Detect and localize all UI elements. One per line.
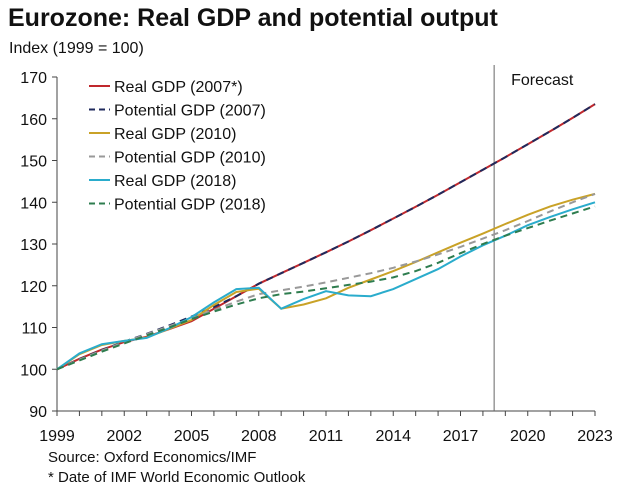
legend-label: Real GDP (2010) — [114, 126, 236, 143]
x-tick-label: 2005 — [174, 428, 210, 445]
legend-label: Real GDP (2007*) — [114, 79, 243, 96]
series-line-0 — [56, 103, 596, 371]
series-line-5 — [56, 205, 596, 371]
x-tick-label: 2020 — [510, 428, 546, 445]
y-tick-label: 100 — [20, 362, 47, 379]
y-tick-label: 160 — [20, 112, 47, 129]
chart-title: Eurozone: Real GDP and potential output — [8, 4, 498, 32]
x-tick-label: 1999 — [39, 428, 75, 445]
y-tick-label: 130 — [20, 237, 47, 254]
source-notes: Source: Oxford Economics/IMF * Date of I… — [48, 448, 305, 488]
y-tick-label: 120 — [20, 279, 47, 296]
y-tick-label: 170 — [20, 70, 47, 87]
footnote-text: * Date of IMF World Economic Outlook — [48, 469, 306, 486]
y-tick-label: 150 — [20, 154, 47, 171]
legend-label: Potential GDP (2007) — [114, 103, 266, 120]
series-line-2 — [56, 192, 596, 371]
legend-label: Potential GDP (2010) — [114, 150, 266, 167]
legend-label: Real GDP (2018) — [114, 173, 236, 190]
x-tick-label: 2017 — [443, 428, 479, 445]
y-tick-label: 110 — [21, 321, 47, 338]
legend-label: Potential GDP (2018) — [114, 197, 266, 214]
series-line-3 — [56, 192, 596, 371]
x-tick-label: 2008 — [241, 428, 277, 445]
x-tick-label: 2002 — [106, 428, 142, 445]
source-text: Source: Oxford Economics/IMF — [48, 449, 257, 466]
y-axis-label: Index (1999 = 100) — [9, 40, 144, 57]
x-tick-label: 2011 — [309, 428, 344, 445]
forecast-label: Forecast — [511, 72, 574, 89]
x-tick-label: 2023 — [577, 428, 613, 445]
series-line-1 — [56, 103, 596, 371]
x-tick-label: 2014 — [375, 428, 411, 445]
y-tick-label: 90 — [29, 404, 47, 421]
y-tick-label: 140 — [20, 195, 47, 212]
